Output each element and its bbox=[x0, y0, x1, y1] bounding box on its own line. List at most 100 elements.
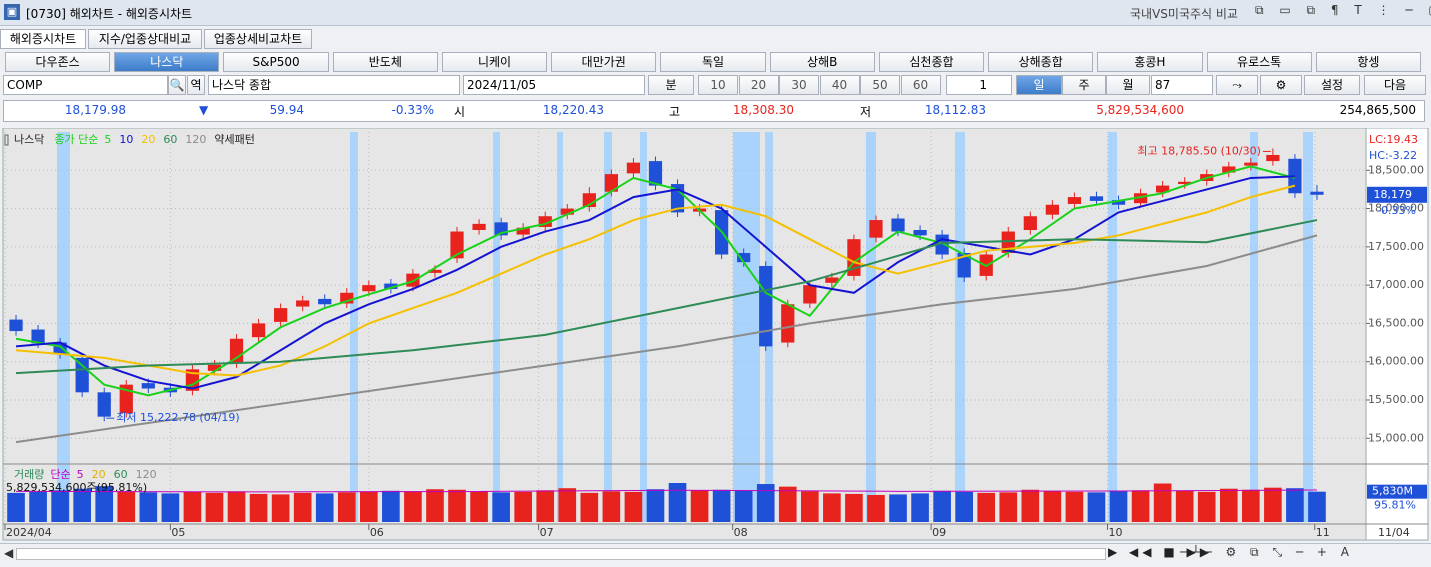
market-button[interactable]: 다우존스 bbox=[5, 52, 111, 72]
candle-body bbox=[759, 265, 773, 347]
volume-bar bbox=[1264, 487, 1282, 522]
tool-button[interactable]: ⚙ bbox=[1260, 75, 1302, 95]
market-button[interactable]: 심천종합 bbox=[878, 52, 985, 72]
volume-bar bbox=[756, 484, 775, 522]
volume-bar bbox=[734, 490, 753, 522]
scroll-bar[interactable]: ◀ ▶ ◀◀ ■ ▶▶ ─┴─ ⚙ ⧉ ⤡ ─ + A bbox=[0, 543, 1431, 565]
ma-line bbox=[15, 184, 1296, 377]
month-button[interactable]: 월 bbox=[1106, 75, 1150, 95]
volume-note: 5,829,534,600주(95.81%) bbox=[6, 481, 147, 494]
candle-body bbox=[229, 338, 244, 364]
period-button[interactable]: 30 bbox=[779, 75, 819, 95]
minute-button[interactable]: 분 bbox=[648, 75, 694, 95]
volume-bar bbox=[448, 489, 466, 522]
x-tick-label: 08 bbox=[734, 526, 748, 539]
last-price: 18,179 bbox=[1374, 188, 1413, 201]
market-button[interactable]: 나스닥 bbox=[114, 52, 220, 72]
y-tick-label: 18,000.00 bbox=[1368, 202, 1424, 215]
tab[interactable]: 업종상세비교차트 bbox=[204, 29, 312, 49]
market-button[interactable]: 항셍 bbox=[1315, 52, 1421, 72]
candle-body bbox=[626, 162, 641, 174]
app-icon: ▣ bbox=[4, 4, 20, 20]
period-button[interactable]: 10 bbox=[698, 75, 738, 95]
candle-body bbox=[1045, 204, 1059, 215]
play-controls[interactable]: ▶ ◀◀ ■ ▶▶ bbox=[1108, 545, 1213, 559]
volume-bar bbox=[404, 491, 422, 522]
code-input[interactable]: COMP bbox=[3, 75, 168, 95]
zoom-controls[interactable]: ─┴─ ⚙ ⧉ ⤡ ─ + A bbox=[1180, 545, 1354, 559]
x-tick-label: 06 bbox=[370, 526, 384, 539]
period-button[interactable]: 60 bbox=[900, 75, 941, 95]
reverse-button[interactable]: 역 bbox=[187, 75, 205, 95]
period-button[interactable]: 50 bbox=[860, 75, 900, 95]
market-button[interactable]: 상해종합 bbox=[988, 52, 1094, 72]
volume-bar bbox=[315, 493, 334, 522]
day-button[interactable]: 일 bbox=[1016, 75, 1062, 95]
settings-button[interactable]: 설정 bbox=[1304, 75, 1360, 95]
search-button[interactable]: 🔍 bbox=[168, 75, 186, 95]
week-button[interactable]: 주 bbox=[1062, 75, 1106, 95]
candle-body bbox=[318, 298, 332, 305]
tool-button[interactable]: ⤳ bbox=[1216, 75, 1258, 95]
volume-bar bbox=[360, 491, 378, 522]
y-tick-label: 15,500.00 bbox=[1368, 393, 1424, 406]
volume-bar bbox=[337, 492, 356, 522]
window-buttons[interactable]: ⧉ ▭ ⧉ ¶ T ⋮ ─ ▢ ✕ bbox=[1255, 3, 1431, 17]
volume-bar bbox=[183, 491, 202, 522]
volume-bar bbox=[1109, 491, 1128, 522]
candle-body bbox=[251, 323, 266, 338]
candle-body bbox=[274, 308, 288, 322]
control-bar: COMP 🔍 역 나스닥 종합 2024/11/05 분 10 20 30 40 50 60 1 일 주 월 8… bbox=[0, 75, 1431, 97]
count-input[interactable]: 1 bbox=[946, 75, 1012, 95]
market-button[interactable]: S&P500 bbox=[223, 52, 329, 72]
market-button[interactable]: 유로스톡 bbox=[1206, 52, 1312, 72]
market-button[interactable]: 독일 bbox=[660, 52, 766, 72]
volume-ma-line bbox=[16, 489, 1317, 493]
period-button[interactable]: 40 bbox=[819, 75, 860, 95]
ma-line bbox=[15, 175, 1295, 390]
compare-link[interactable]: 국내VS미국주식 비교 bbox=[1130, 7, 1238, 21]
volume-bar bbox=[51, 490, 69, 522]
volume-bar bbox=[778, 486, 797, 522]
num-input[interactable]: 87 bbox=[1151, 75, 1213, 95]
candle-body bbox=[1244, 162, 1258, 166]
candle-body bbox=[825, 277, 839, 283]
candle-body bbox=[957, 252, 971, 278]
y-tick-label: 17,500.00 bbox=[1368, 240, 1424, 253]
legend-entry: 5 bbox=[104, 133, 111, 146]
quote-change: 59.94 bbox=[269, 103, 304, 117]
y-tick-label: 15,000.00 bbox=[1368, 431, 1424, 444]
tab[interactable]: 해외증시차트 bbox=[0, 29, 86, 49]
ma-line bbox=[15, 219, 1318, 375]
market-button[interactable]: 상해B bbox=[769, 52, 875, 72]
hc-label: HC:-3.22 bbox=[1369, 149, 1417, 162]
quote-pct: -0.33% bbox=[391, 103, 434, 117]
x-tick-label: 07 bbox=[540, 526, 554, 539]
candle-body bbox=[1111, 200, 1126, 205]
x-tick-label: 09 bbox=[932, 526, 946, 539]
volume-bar bbox=[1197, 491, 1216, 522]
volume-bar bbox=[889, 494, 907, 522]
volume-bar bbox=[845, 493, 863, 522]
market-button[interactable]: 대만가권 bbox=[551, 52, 657, 72]
candle-body bbox=[913, 230, 927, 236]
candle-body bbox=[1133, 193, 1148, 204]
volume-bar bbox=[161, 493, 180, 522]
volume-bar bbox=[227, 491, 246, 522]
market-button[interactable]: 니케이 bbox=[441, 52, 548, 72]
candle-body bbox=[53, 342, 67, 355]
scroll-left[interactable]: ◀ bbox=[4, 546, 14, 560]
period-button[interactable]: 20 bbox=[738, 75, 779, 95]
y-tick-label: 16,000.00 bbox=[1368, 355, 1424, 368]
candle-body bbox=[207, 364, 222, 371]
market-button[interactable]: 반도체 bbox=[332, 52, 438, 72]
volume-bar bbox=[73, 488, 91, 522]
next-button[interactable]: 다음 bbox=[1364, 75, 1426, 95]
date-input[interactable]: 2024/11/05 bbox=[463, 75, 645, 95]
volume-bar bbox=[1021, 489, 1040, 522]
market-button[interactable]: 홍콩H bbox=[1097, 52, 1203, 72]
pattern-bands bbox=[57, 132, 1313, 522]
tab[interactable]: 지수/업종상대비교 bbox=[88, 29, 202, 49]
scroll-track[interactable] bbox=[16, 548, 1106, 560]
volume-bar bbox=[426, 489, 444, 522]
